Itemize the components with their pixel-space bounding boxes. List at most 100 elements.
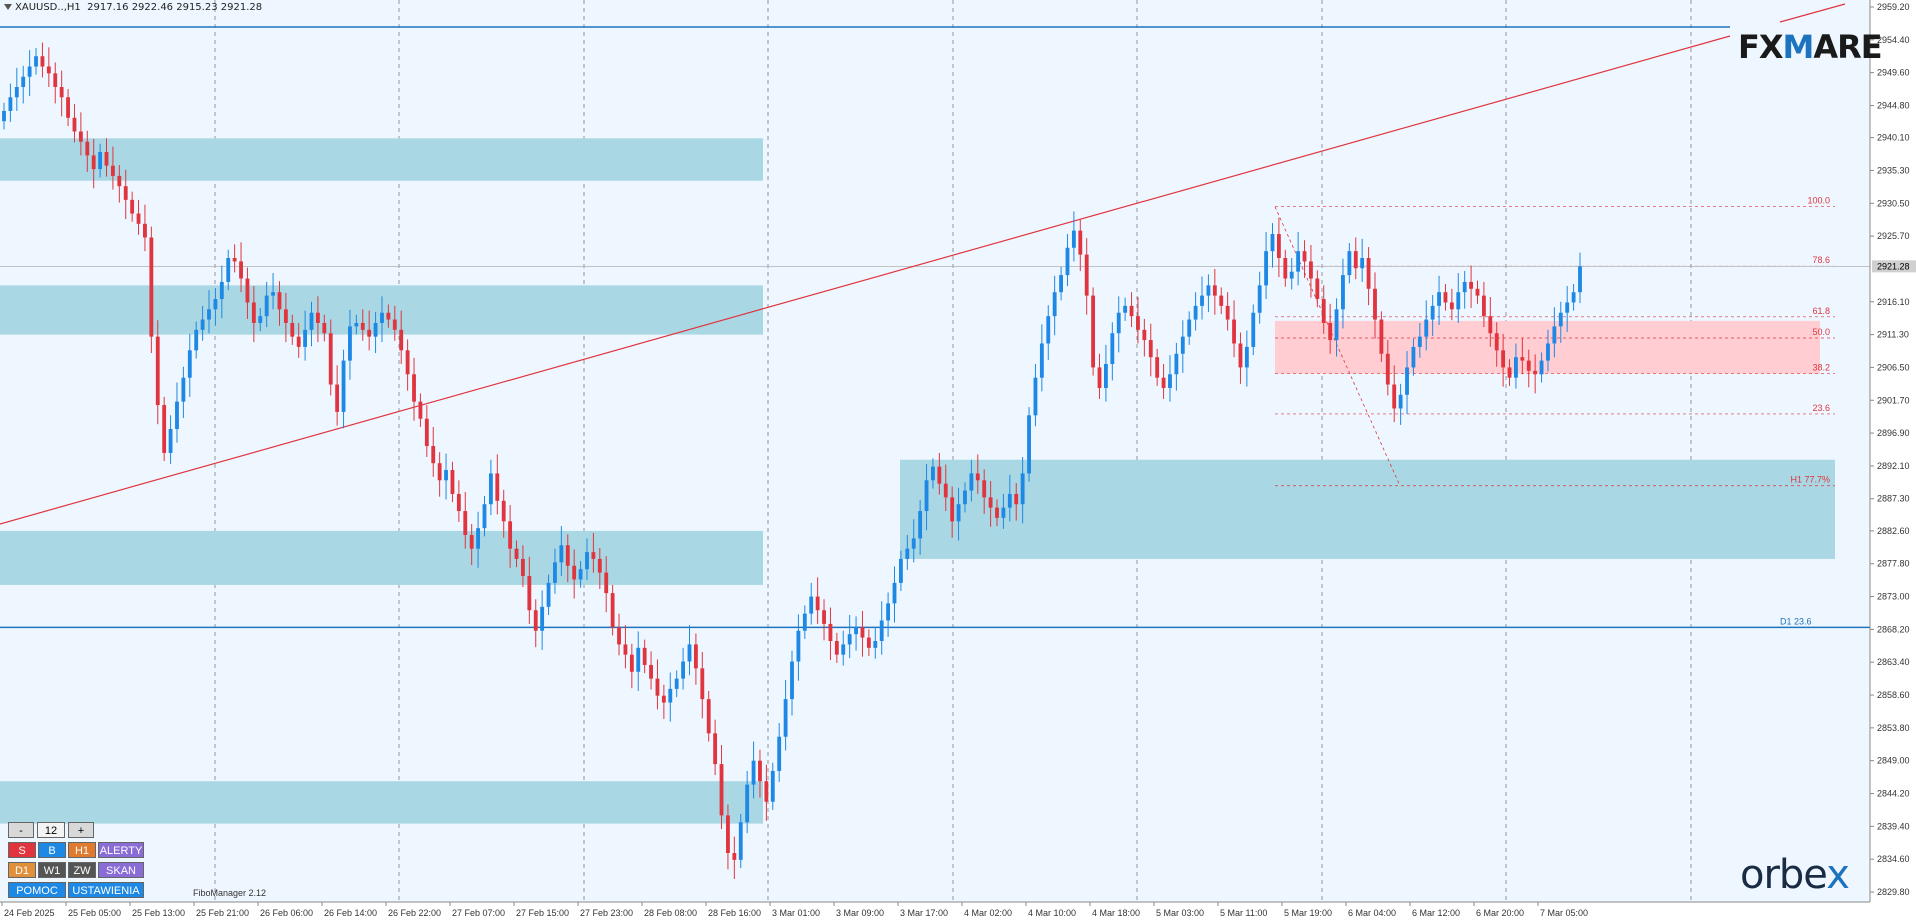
candle <box>681 661 686 679</box>
sell-button[interactable]: S <box>8 842 36 858</box>
candle <box>1084 254 1089 296</box>
candle <box>540 606 545 631</box>
candle <box>668 688 673 703</box>
candle <box>213 299 218 310</box>
zw-button[interactable]: ZW <box>68 862 96 878</box>
candle <box>553 562 557 583</box>
time-tick-label: 26 Feb 06:00 <box>260 908 313 918</box>
scan-button[interactable]: SKAN <box>98 862 144 878</box>
candle <box>482 504 487 529</box>
price-tick-label: 2829.80 <box>1877 887 1910 897</box>
candle <box>1398 394 1403 409</box>
settings-button[interactable]: USTAWIENIA <box>68 882 144 898</box>
candle <box>1244 346 1249 368</box>
candle <box>232 258 237 262</box>
candle <box>1481 295 1486 317</box>
candle <box>1276 234 1281 259</box>
candle <box>335 384 340 412</box>
buy-button[interactable]: B <box>38 842 66 858</box>
candle <box>1488 316 1493 334</box>
candle <box>886 603 891 621</box>
time-tick-label: 3 Mar 09:00 <box>836 908 884 918</box>
candle <box>117 175 122 187</box>
candle <box>617 627 621 645</box>
fib-level-label: 50.0 <box>1812 327 1830 337</box>
decrease-button[interactable]: - <box>8 822 34 838</box>
price-tick-label: 2877.80 <box>1877 559 1910 569</box>
candle <box>1206 285 1211 296</box>
candle <box>34 56 38 67</box>
candle <box>738 822 743 860</box>
price-tick-label: 2930.50 <box>1877 198 1910 208</box>
candle <box>1411 346 1416 368</box>
candle <box>1334 309 1339 341</box>
candle <box>1552 326 1557 344</box>
time-tick-label: 24 Feb 2025 <box>4 908 55 918</box>
candle <box>431 446 436 464</box>
candle <box>1494 333 1499 351</box>
candle <box>1283 258 1288 279</box>
time-tick-label: 27 Feb 23:00 <box>580 908 633 918</box>
price-axis-background <box>1870 0 1916 922</box>
candle <box>828 623 833 641</box>
fib-level-label: 61.8 <box>1812 306 1830 316</box>
candle <box>424 418 429 447</box>
candle <box>296 336 301 347</box>
candle <box>1558 312 1563 327</box>
fib-level-label: 23.6 <box>1812 403 1830 413</box>
time-tick-label: 25 Feb 21:00 <box>196 908 249 918</box>
candle <box>380 312 384 323</box>
candle <box>1296 251 1301 272</box>
candle <box>975 473 980 481</box>
candle <box>758 760 762 782</box>
candle <box>418 401 423 419</box>
candle <box>1430 305 1435 320</box>
price-tick-label: 2892.10 <box>1877 461 1910 471</box>
candle <box>1065 247 1070 276</box>
h1-button[interactable]: H1 <box>68 842 96 858</box>
candle <box>360 322 365 330</box>
candle <box>1469 281 1474 289</box>
sr-zone <box>0 530 763 585</box>
candle <box>1071 230 1076 248</box>
candle <box>322 322 327 334</box>
candle <box>1091 295 1096 368</box>
candle <box>78 131 83 142</box>
trendline-upper <box>1779 3 1846 23</box>
candle <box>1232 319 1236 344</box>
alerts-button[interactable]: ALERTY <box>98 842 144 858</box>
chevron-down-icon[interactable] <box>4 4 12 10</box>
candle <box>911 538 916 549</box>
candle <box>770 770 775 802</box>
candle <box>687 644 692 662</box>
candle <box>1059 275 1063 293</box>
candle <box>642 647 647 665</box>
increase-button[interactable]: + <box>68 822 94 838</box>
candle <box>444 470 448 481</box>
time-tick-label: 25 Feb 13:00 <box>132 908 185 918</box>
candle <box>155 336 160 406</box>
price-tick-label: 2906.50 <box>1877 362 1910 372</box>
time-tick-label: 5 Mar 11:00 <box>1220 908 1267 918</box>
price-tick-label: 2844.20 <box>1877 789 1910 799</box>
candle <box>591 552 596 559</box>
current-price-label: 2921.28 <box>1877 261 1910 271</box>
candle <box>187 350 192 378</box>
w1-button[interactable]: W1 <box>38 862 66 878</box>
candle <box>956 504 961 522</box>
candle <box>873 640 878 648</box>
candle <box>1578 266 1582 293</box>
price-tick-label: 2863.40 <box>1877 657 1910 667</box>
candle <box>943 483 948 498</box>
candle <box>1347 251 1352 276</box>
candle <box>1309 261 1313 279</box>
count-field[interactable]: 12 <box>37 822 65 838</box>
candle <box>1302 251 1307 262</box>
d1-button[interactable]: D1 <box>8 862 36 878</box>
candle <box>495 473 500 501</box>
candle <box>1097 367 1102 388</box>
help-button[interactable]: POMOC <box>8 882 66 898</box>
candle <box>85 141 90 156</box>
